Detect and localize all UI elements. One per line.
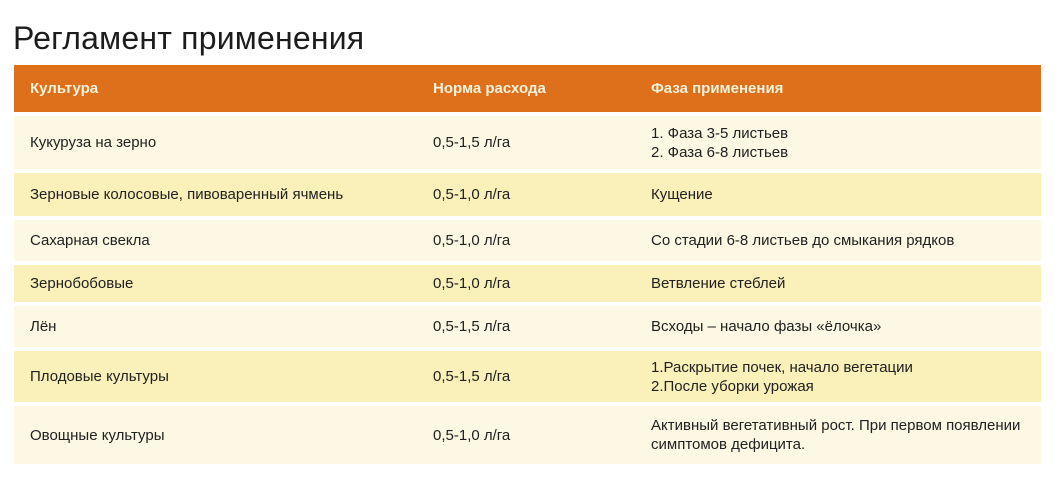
cell-phase: Ветвление стеблей [651, 275, 786, 292]
cell-crop: Зерновые колосовые, пивоваренный ячмень [30, 186, 344, 203]
cell-phase: 1. Фаза 3-5 листьев 2. Фаза 6-8 листьев [651, 124, 789, 161]
cell-crop: Сахарная свекла [30, 232, 150, 249]
table-row-flax: Лён 0,5-1,5 л/га Всходы – начало фазы «ё… [14, 306, 1041, 347]
table-header-row: Культура Норма расхода Фаза применения [14, 65, 1041, 112]
header-cell-phase: Фаза применения [651, 80, 784, 97]
cell-rate: 0,5-1,5 л/га [433, 134, 511, 151]
cell-crop: Овощные культуры [30, 426, 165, 444]
table-row-legumes: Зернобобовые 0,5-1,0 л/га Ветвление стеб… [14, 265, 1041, 302]
cell-rate: 0,5-1,0 л/га [433, 426, 511, 444]
cell-phase: Всходы – начало фазы «ёлочка» [651, 318, 882, 335]
cell-phase: Активный вегетативный рост. При первом п… [651, 417, 1021, 453]
header-cell-crop: Культура [30, 80, 99, 97]
cell-phase: Кущение [651, 186, 713, 203]
page-title: Регламент применения [13, 20, 365, 57]
cell-rate: 0,5-1,0 л/га [433, 232, 511, 249]
table-row-fruit-crops: Плодовые культуры 0,5-1,5 л/га 1.Раскрыт… [14, 351, 1041, 402]
cell-rate: 0,5-1,5 л/га [433, 368, 511, 385]
table-row-sugar-beet: Сахарная свекла 0,5-1,0 л/га Со стадии 6… [14, 220, 1041, 261]
application-regulations-table: Культура Норма расхода Фаза применения К… [14, 65, 1041, 468]
header-cell-rate: Норма расхода [433, 80, 546, 97]
cell-crop: Кукуруза на зерно [30, 134, 157, 151]
table-row-cereals: Зерновые колосовые, пивоваренный ячмень … [14, 173, 1041, 216]
cell-crop: Плодовые культуры [30, 368, 169, 385]
cell-rate: 0,5-1,0 л/га [433, 275, 511, 292]
table-row-corn: Кукуруза на зерно 0,5-1,5 л/га 1. Фаза 3… [14, 116, 1041, 169]
cell-rate: 0,5-1,0 л/га [433, 186, 511, 203]
table-row-vegetable-crops: Овощные культуры 0,5-1,0 л/га Активный в… [14, 406, 1041, 464]
cell-phase: Со стадии 6-8 листьев до смыкания рядков [651, 232, 955, 249]
cell-crop: Зернобобовые [30, 275, 134, 292]
cell-crop: Лён [30, 318, 57, 335]
cell-rate: 0,5-1,5 л/га [433, 318, 511, 335]
cell-phase: 1.Раскрытие почек, начало вегетации 2.По… [651, 358, 913, 395]
